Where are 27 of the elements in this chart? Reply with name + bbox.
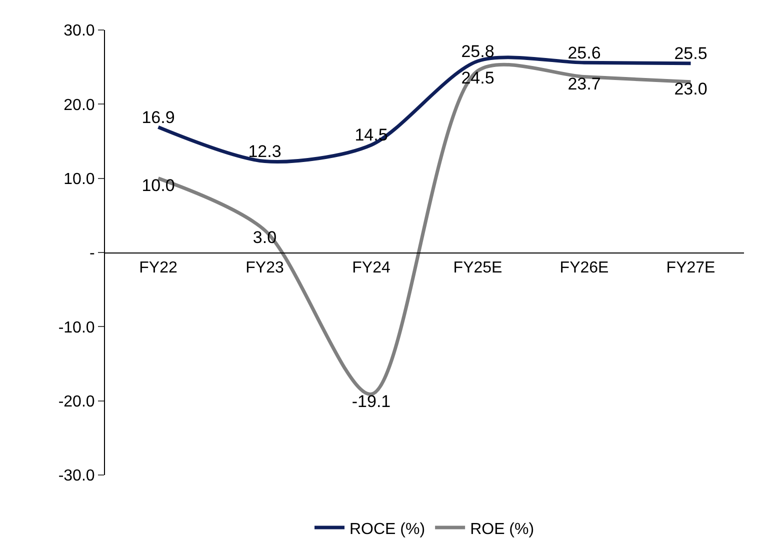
data-label: 25.8 — [461, 42, 494, 61]
y-tick-label: -30.0 — [58, 468, 95, 485]
x-tick-label: FY25E — [453, 260, 502, 277]
data-label: 24.5 — [461, 68, 494, 88]
data-label: -19.1 — [352, 392, 391, 411]
data-label: 16.9 — [142, 108, 175, 127]
data-label: 25.5 — [674, 44, 708, 64]
x-tick-label: FY27E — [666, 260, 716, 277]
y-tick-label: -20.0 — [58, 393, 95, 410]
data-label: 23.0 — [674, 80, 708, 99]
x-tick-label: FY24 — [352, 260, 390, 277]
data-label: 3.0 — [252, 228, 277, 247]
legend-label: ROCE (%) — [350, 520, 426, 538]
x-tick-label: FY26E — [560, 260, 609, 277]
data-label: 25.6 — [568, 43, 601, 62]
y-tick-label: 20.0 — [64, 96, 95, 114]
y-tick-label: - — [89, 245, 95, 262]
data-label: 12.3 — [248, 142, 282, 162]
x-tick-label: FY22 — [139, 260, 178, 277]
y-tick-label: 10.0 — [64, 170, 95, 188]
x-tick-label: FY23 — [246, 260, 284, 277]
data-label: 23.7 — [568, 74, 601, 94]
data-label: 14.5 — [354, 126, 388, 145]
y-tick-label: 30.0 — [64, 22, 95, 40]
legend-label: ROE (%) — [470, 520, 534, 538]
y-tick-label: -10.0 — [58, 319, 95, 336]
data-label: 10.0 — [142, 176, 175, 196]
